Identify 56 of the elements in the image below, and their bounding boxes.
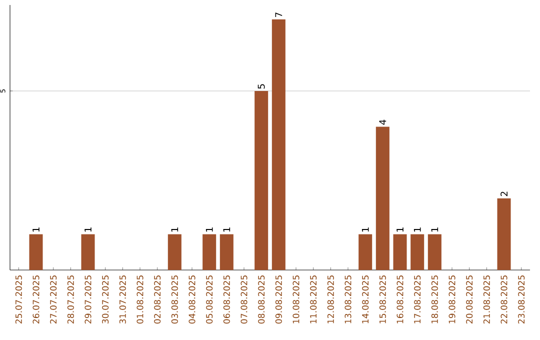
x-tick-label: 14.08.2025 <box>362 275 369 324</box>
x-tick-label: 27.07.2025 <box>50 275 57 324</box>
x-tick-label: 21.08.2025 <box>483 275 490 324</box>
bar <box>202 234 216 270</box>
data-label: 1 <box>84 228 92 232</box>
x-tick-label: 26.07.2025 <box>32 275 40 324</box>
x-tick-label: 31.07.2025 <box>119 275 126 324</box>
data-label: 1 <box>32 228 40 232</box>
data-label: 5 <box>258 84 265 89</box>
x-tick-label: 29.07.2025 <box>84 275 92 324</box>
x-tick-label: 20.08.2025 <box>466 275 473 324</box>
x-tick-label: 02.08.2025 <box>154 275 161 324</box>
x-tick-label: 19.08.2025 <box>448 275 456 324</box>
data-label: 1 <box>414 228 421 232</box>
data-label: 4 <box>379 120 386 125</box>
x-tick-label: 18.08.2025 <box>431 275 438 324</box>
data-label: 7 <box>275 12 282 17</box>
x-tick-label: 10.08.2025 <box>292 275 300 324</box>
bar <box>393 234 407 270</box>
x-tick-label: 03.08.2025 <box>171 275 178 324</box>
bar <box>81 234 95 270</box>
x-tick-label: 05.08.2025 <box>206 275 213 324</box>
x-tick-label: 12.08.2025 <box>327 275 334 324</box>
x-tick-label: 06.08.2025 <box>223 275 230 324</box>
bar <box>376 126 390 270</box>
bar <box>272 19 286 270</box>
data-label: 2 <box>500 192 508 196</box>
data-label: 1 <box>431 228 438 232</box>
bar <box>29 234 43 270</box>
x-tick-label: 23.08.2025 <box>518 275 525 324</box>
x-tick-label: 15.08.2025 <box>379 275 386 324</box>
x-tick-label: 09.08.2025 <box>275 275 282 324</box>
bar <box>254 90 268 270</box>
bar <box>168 234 182 270</box>
x-tick-label: 28.07.2025 <box>67 275 74 324</box>
x-tick-label: 13.08.2025 <box>344 275 352 324</box>
x-tick-label: 08.08.2025 <box>258 275 265 324</box>
x-tick-label: 30.07.2025 <box>102 275 109 324</box>
data-label: 1 <box>223 228 230 232</box>
x-tick-label: 22.08.2025 <box>500 275 508 324</box>
data-label: 1 <box>396 228 404 232</box>
x-tick-label: 07.08.2025 <box>240 275 248 324</box>
bar <box>358 234 372 270</box>
x-tick-label: 01.08.2025 <box>136 275 144 324</box>
data-label: 1 <box>206 228 213 232</box>
x-tick-label: 17.08.2025 <box>414 275 421 324</box>
bar <box>410 234 424 270</box>
bar <box>220 234 234 270</box>
data-label: 1 <box>171 228 178 232</box>
bar <box>428 234 442 270</box>
x-tick-label: 25.07.2025 <box>15 275 22 324</box>
bar <box>497 198 511 270</box>
x-tick-label: 04.08.2025 <box>188 275 196 324</box>
x-tick-label: 11.08.2025 <box>310 275 317 324</box>
data-label: 1 <box>362 228 369 232</box>
x-tick-label: 16.08.2025 <box>396 275 404 324</box>
